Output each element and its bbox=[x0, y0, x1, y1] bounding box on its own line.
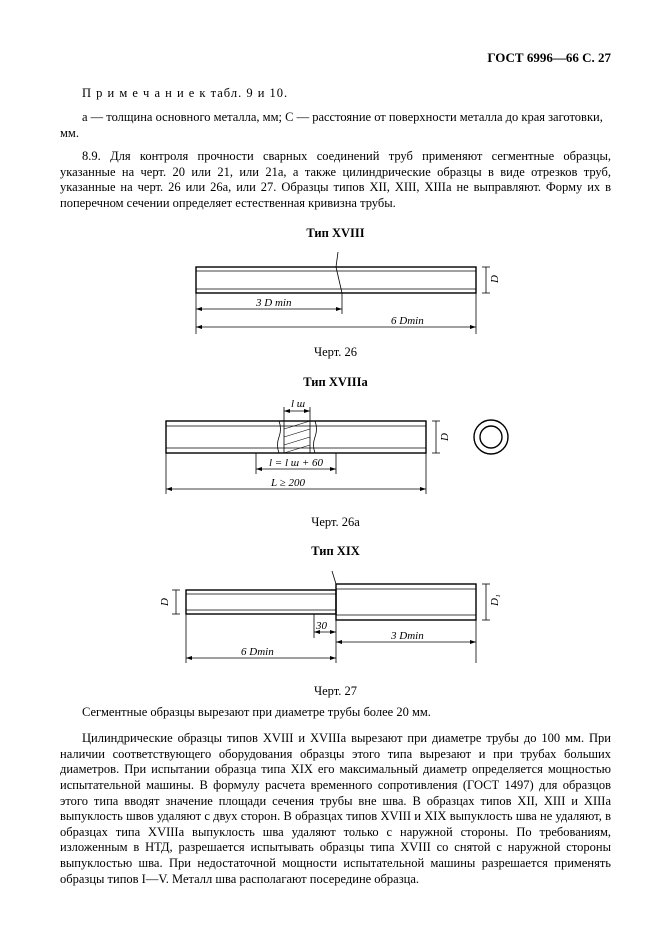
fig1-dim-3d: 3 D min bbox=[255, 297, 292, 309]
para-8-9: 8.9. Для контроля прочности сварных соед… bbox=[60, 149, 611, 212]
fig3-dim-d: D bbox=[159, 598, 171, 607]
fig1-dim-6d: 6 Dmin bbox=[391, 315, 424, 327]
note-body: a — толщина основного металла, мм; C — р… bbox=[60, 110, 611, 141]
fig1-caption: Черт. 26 bbox=[60, 345, 611, 361]
fig3-dim-30: 30 bbox=[315, 620, 328, 632]
fig2-dim-l2: L ≥ 200 bbox=[270, 477, 305, 489]
fig2-dim-l1: l = l ш + 60 bbox=[269, 457, 324, 469]
page-header: ГОСТ 6996—66 С. 27 bbox=[60, 50, 611, 66]
fig2-drawing: l ш D l = l ш + 60 L ≥ 200 bbox=[136, 399, 536, 509]
bottom-para-1: Сегментные образцы вырезают при диаметре… bbox=[60, 705, 611, 721]
fig2-title: Тип XVIIIа bbox=[60, 375, 611, 391]
fig1-dim-d: D bbox=[489, 275, 501, 284]
fig2-dim-lsh: l ш bbox=[291, 399, 305, 410]
fig3-drawing: D₁ D 30 3 Dmin 6 Dmin bbox=[156, 568, 516, 678]
fig2-caption: Черт. 26а bbox=[60, 515, 611, 531]
fig2-dim-d: D bbox=[439, 433, 451, 442]
fig3-dim-d1: D₁ bbox=[489, 594, 501, 607]
fig1-drawing: D 3 D min 6 Dmin bbox=[166, 249, 506, 339]
fig3-caption: Черт. 27 bbox=[60, 684, 611, 700]
fig3-title: Тип XIX bbox=[60, 544, 611, 560]
fig3-dim-3d: 3 Dmin bbox=[390, 630, 424, 642]
fig3-dim-6d: 6 Dmin bbox=[241, 646, 274, 658]
fig1-title: Тип XVIII bbox=[60, 226, 611, 242]
note-title: П р и м е ч а н и е к табл. 9 и 10. bbox=[60, 86, 611, 102]
bottom-para-2: Цилиндрические образцы типов XVIII и XVI… bbox=[60, 731, 611, 887]
